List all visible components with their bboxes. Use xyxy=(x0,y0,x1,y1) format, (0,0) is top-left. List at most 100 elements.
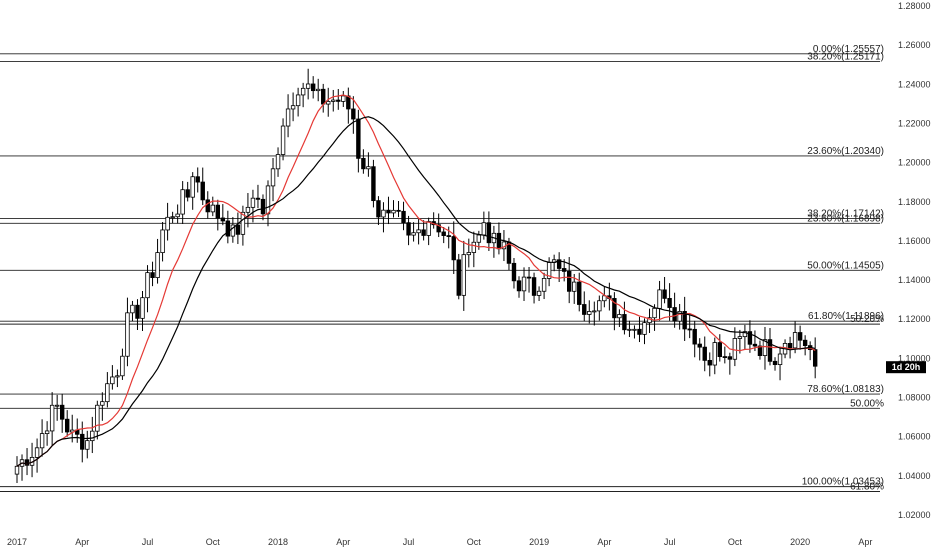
candle-body xyxy=(135,304,140,319)
candle-body xyxy=(220,217,226,222)
candle-body xyxy=(577,281,582,305)
candle-body xyxy=(205,199,210,213)
x-tick-label: Apr xyxy=(75,537,89,547)
y-tick-label: 1.08000 xyxy=(898,393,931,403)
current-price: 1d 20h xyxy=(886,361,926,374)
fib-label: 100.00%(1.03453) xyxy=(802,477,884,488)
fib-label: 61.80%(1.11896) xyxy=(808,311,884,322)
candle-body xyxy=(521,276,527,292)
fib-label: 61.80% xyxy=(850,482,884,493)
candle-body xyxy=(24,459,30,466)
candle-body xyxy=(556,259,562,269)
candle-body xyxy=(225,220,231,237)
candle-body xyxy=(496,232,502,250)
fib-levels: 0.00%(1.25557)38.20%(1.25171) 23.60%(1.20… xyxy=(0,44,884,493)
candle-body xyxy=(687,328,692,331)
candle-body xyxy=(125,312,130,357)
candle-body xyxy=(476,234,482,243)
candle-body xyxy=(742,331,748,338)
candle-body xyxy=(245,206,251,213)
candle-body xyxy=(567,270,572,292)
candle-body xyxy=(456,259,461,296)
candle-body xyxy=(421,229,426,236)
candle-body xyxy=(531,277,537,296)
y-tick-label: 1.02000 xyxy=(898,510,931,520)
fib-label: 78.60%(1.08183) xyxy=(807,384,884,395)
candle-body xyxy=(637,328,642,335)
candle-body xyxy=(120,355,125,377)
y-axis: 1.28000 1.26000 1.24000 1.22000 1.20000 1.180… xyxy=(898,1,931,520)
candle-body xyxy=(612,298,617,319)
candle-body xyxy=(200,181,205,201)
candle-body xyxy=(130,304,135,314)
candle-body xyxy=(622,314,627,331)
fib-label: 38.20%(1.25171) xyxy=(807,51,884,62)
candle-body xyxy=(180,189,185,215)
candle-body xyxy=(466,252,471,256)
candle-body xyxy=(230,224,236,237)
candle-body xyxy=(632,328,637,331)
candle-body xyxy=(572,281,577,292)
x-tick-label: Apr xyxy=(858,537,872,547)
candle-body xyxy=(361,157,366,170)
candle-body xyxy=(210,204,215,213)
candle-body xyxy=(250,197,256,208)
moving-average-line xyxy=(16,116,816,467)
candle-body xyxy=(150,272,155,278)
candle-body xyxy=(376,200,381,218)
candle-body xyxy=(707,359,712,366)
candle-body xyxy=(90,430,95,442)
candle-body xyxy=(44,430,50,435)
candle-body xyxy=(300,87,306,96)
y-tick-label: 1.06000 xyxy=(898,432,931,442)
candle-body xyxy=(315,88,321,92)
candle-body xyxy=(255,197,261,200)
candle-body xyxy=(396,209,401,212)
candle-body xyxy=(336,99,341,102)
candle-body xyxy=(49,404,55,432)
candle-body xyxy=(812,349,818,367)
candle-body xyxy=(190,176,195,198)
x-tick-label: Jul xyxy=(664,537,676,547)
candle-body xyxy=(511,262,517,282)
x-tick-label: Oct xyxy=(206,537,221,547)
y-tick-label: 1.04000 xyxy=(898,471,931,481)
candle-body xyxy=(777,353,783,366)
candle-body xyxy=(80,433,85,450)
candle-body xyxy=(747,331,753,345)
candle-body xyxy=(697,343,702,348)
candle-body xyxy=(582,304,587,315)
candle-body xyxy=(787,343,793,349)
x-tick-label: 2019 xyxy=(529,537,549,547)
y-tick-label: 1.16000 xyxy=(898,236,931,246)
fib-label: 50.00%(1.14505) xyxy=(807,260,884,271)
x-tick-label: 2018 xyxy=(268,537,288,547)
candle-body xyxy=(797,332,803,341)
candle-body xyxy=(95,404,100,432)
candle-body xyxy=(802,339,808,347)
candle-body xyxy=(295,94,301,107)
candle-body xyxy=(331,99,336,102)
candle-body xyxy=(391,209,396,214)
y-tick-label: 1.28000 xyxy=(898,1,931,11)
x-tick-label: 2017 xyxy=(7,537,27,547)
candle-body xyxy=(536,290,542,296)
candle-body xyxy=(732,338,738,360)
x-tick-label: 2020 xyxy=(790,537,810,547)
candle-body xyxy=(105,383,110,403)
candle-body xyxy=(280,125,286,155)
candle-body xyxy=(305,83,311,89)
candle-body xyxy=(722,356,728,358)
candle-body xyxy=(486,222,492,244)
fib-label: 0.00%(1.25557) xyxy=(813,44,884,55)
candle-body xyxy=(321,88,326,105)
candle-body xyxy=(386,209,391,214)
candle-body xyxy=(14,465,20,475)
candle-body xyxy=(451,236,456,261)
candle-body xyxy=(541,278,547,292)
candle-body xyxy=(682,311,687,330)
candle-body xyxy=(65,418,70,433)
candle-body xyxy=(737,336,743,339)
